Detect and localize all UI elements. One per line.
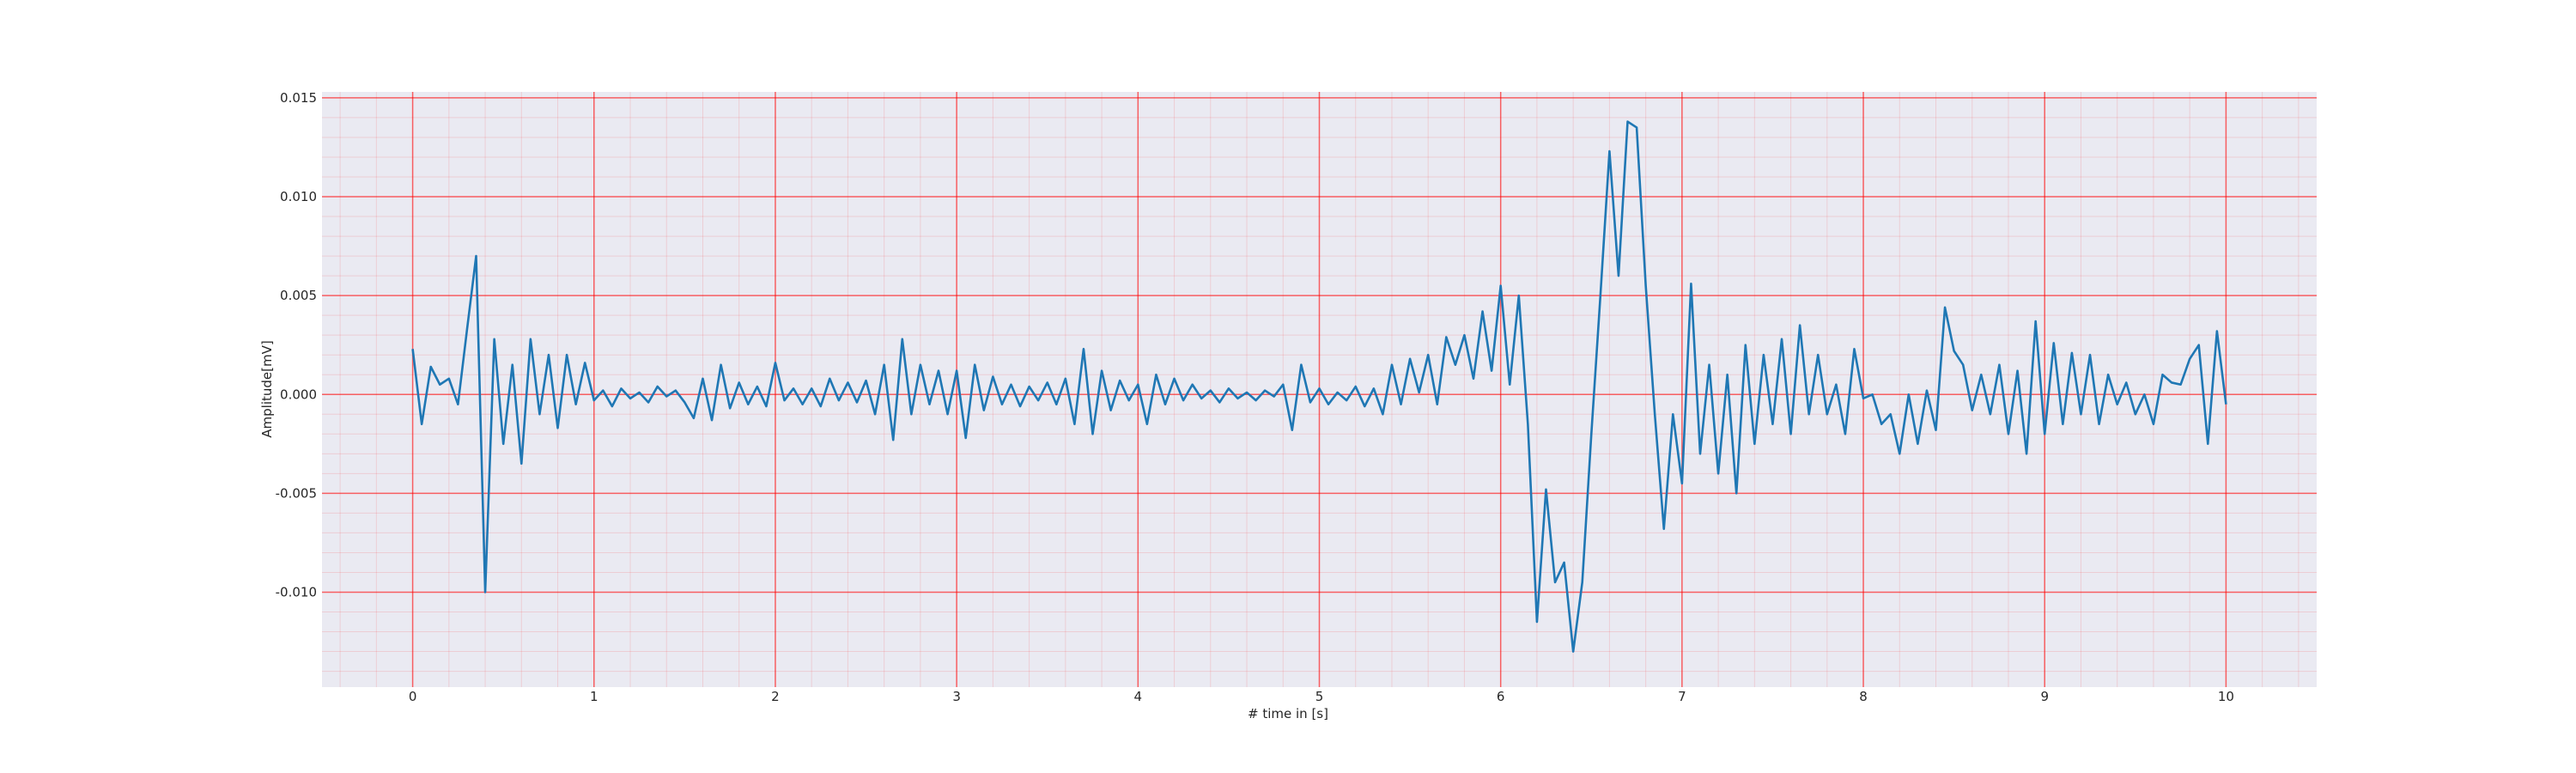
y-tick-label: -0.005: [276, 485, 317, 501]
y-tick-label: 0.000: [280, 386, 317, 402]
line: [411, 120, 2227, 653]
x-axis-label: # time in [s]: [1248, 706, 1328, 721]
x-tick-label: 5: [1315, 689, 1324, 704]
x-tick-label: 1: [590, 689, 598, 704]
y-tick-label: 0.005: [280, 288, 317, 303]
x-tick-label: 4: [1134, 689, 1143, 704]
x-tick-label: 6: [1497, 689, 1505, 704]
x-tick-label: 8: [1859, 689, 1868, 704]
x-tick-label: 3: [952, 689, 961, 704]
x-tick-label: 0: [409, 689, 417, 704]
x-tick-label: 9: [2040, 689, 2049, 704]
y-tick-label: 0.010: [280, 189, 317, 204]
x-tick-label: 7: [1678, 689, 1686, 704]
y-axis-label: Amplitude[mV]: [259, 340, 275, 437]
x-tick-label: 10: [2218, 689, 2234, 704]
y-tick-label: -0.010: [276, 584, 317, 600]
x-tick-label: 2: [771, 689, 780, 704]
y-tick-label: 0.015: [280, 90, 317, 106]
